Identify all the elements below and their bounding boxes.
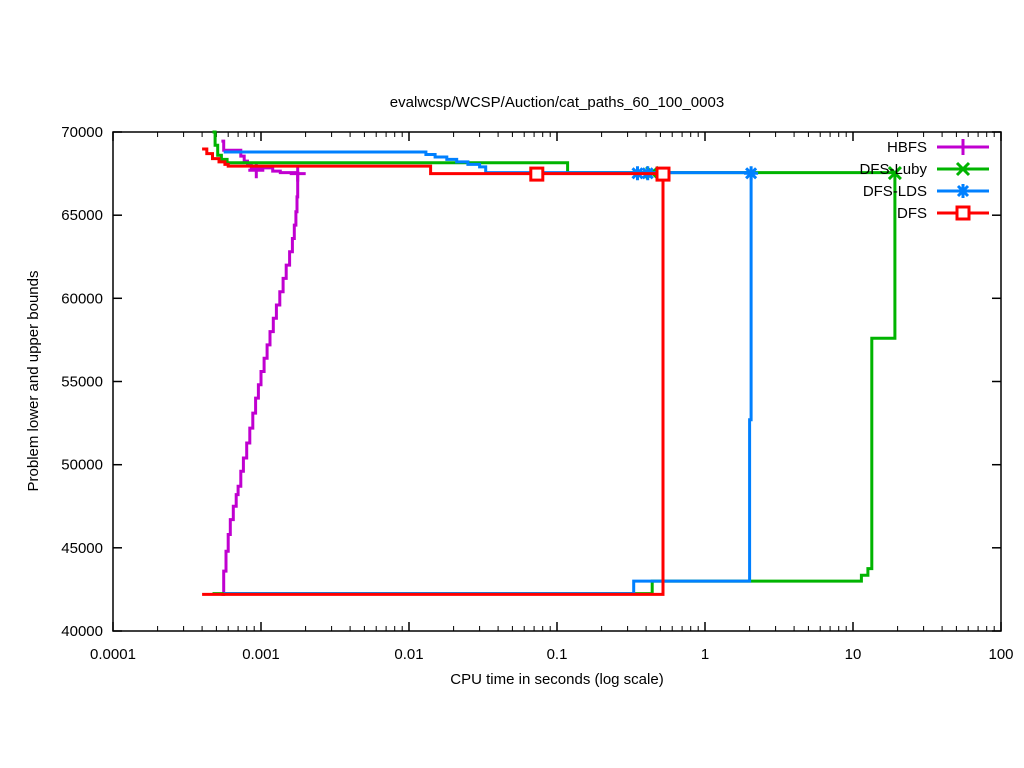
y-tick-label: 45000: [61, 540, 103, 557]
chart-title: evalwcsp/WCSP/Auction/cat_paths_60_100_0…: [390, 94, 724, 111]
legend-row-DFS-LDS: DFS-LDS: [863, 183, 989, 200]
legend-row-HBFS: HBFS: [887, 139, 989, 156]
DFS-upper-bound-line: [202, 147, 665, 176]
y-tick-label: 70000: [61, 124, 103, 141]
legend-label-DFS-Luby: DFS-Luby: [859, 161, 927, 178]
legend-marker-DFS: [955, 205, 971, 221]
DFS-Luby-lower-bound-line: [212, 173, 897, 596]
legend-marker-DFS-LDS: [956, 184, 970, 198]
legend-marker-HBFS: [955, 139, 971, 155]
DFS-square-marker: [529, 166, 545, 182]
y-tick-label: 50000: [61, 457, 103, 474]
x-tick-label: 0.1: [547, 646, 568, 663]
y-tick-label: 65000: [61, 207, 103, 224]
legend-label-DFS-LDS: DFS-LDS: [863, 183, 927, 200]
DFS-Luby-upper-bound-line: [212, 130, 897, 175]
series-DFS-LDS: [223, 150, 759, 596]
legend-label-DFS: DFS: [897, 205, 927, 222]
series-DFS: [202, 147, 671, 596]
x-tick-label: 0.01: [394, 646, 423, 663]
axis-tick-labels: 0.0001 0.001 0.01 0.1 1 10 100 40000 45000 50000 5…: [61, 124, 1013, 663]
DFS-square-marker: [655, 166, 671, 182]
DFS-LDS-upper-bound-line: [223, 150, 753, 175]
x-axis-label: CPU time in seconds (log scale): [450, 671, 663, 688]
legend-marker-DFS-Luby: [955, 161, 971, 177]
y-tick-label: 55000: [61, 374, 103, 391]
series-DFS-Luby: [212, 130, 902, 596]
x-tick-label: 10: [845, 646, 862, 663]
y-tick-label: 40000: [61, 623, 103, 640]
plot-border: [112, 131, 1002, 632]
series-curves: [202, 130, 902, 596]
legend: HBFS DFS-Luby DFS-LDS DFS: [859, 139, 989, 222]
legend-label-HBFS: HBFS: [887, 139, 927, 156]
x-tick-label: 0.001: [242, 646, 280, 663]
legend-row-DFS: DFS: [897, 205, 989, 222]
x-tick-label: 1: [701, 646, 709, 663]
HBFS-plus-marker: [289, 165, 306, 182]
DFS-LDS-lower-bound-line: [223, 173, 753, 596]
legend-row-DFS-Luby: DFS-Luby: [859, 161, 989, 178]
DFS-lower-bound-line: [202, 174, 665, 596]
DFS-LDS-asterisk-marker: [744, 166, 759, 181]
x-tick-label: 100: [988, 646, 1013, 663]
DFS-Luby-cross-marker: [887, 166, 902, 181]
HBFS-lower-bound-line: [221, 174, 300, 596]
series-HBFS: [221, 139, 306, 596]
x-tick-label: 0.0001: [90, 646, 136, 663]
y-axis-label: Problem lower and upper bounds: [25, 271, 42, 492]
y-tick-label: 60000: [61, 290, 103, 307]
axis-ticks: [112, 131, 1002, 632]
